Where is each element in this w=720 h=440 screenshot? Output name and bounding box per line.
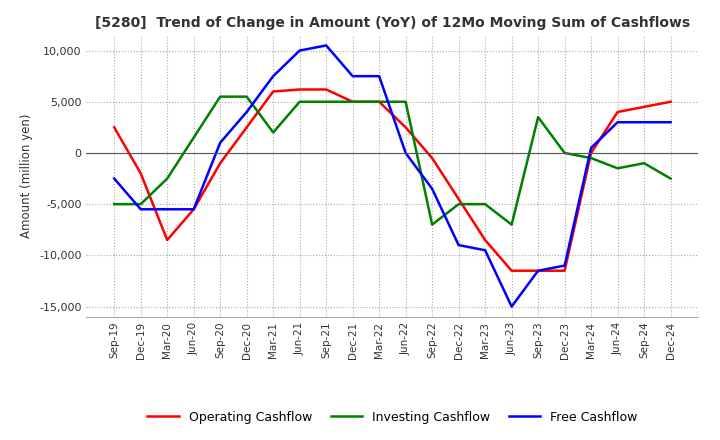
Operating Cashflow: [508, 268, 516, 273]
Investing Cashflow: [401, 99, 410, 104]
Operating Cashflow: [243, 125, 251, 130]
Free Cashflow: [481, 248, 490, 253]
Free Cashflow: [534, 268, 542, 273]
Investing Cashflow: [428, 222, 436, 227]
Investing Cashflow: [666, 176, 675, 181]
Operating Cashflow: [613, 110, 622, 115]
Free Cashflow: [163, 207, 171, 212]
Investing Cashflow: [640, 161, 649, 166]
Operating Cashflow: [216, 161, 225, 166]
Free Cashflow: [110, 176, 119, 181]
Free Cashflow: [401, 150, 410, 156]
Free Cashflow: [136, 207, 145, 212]
Operating Cashflow: [481, 237, 490, 242]
Investing Cashflow: [375, 99, 384, 104]
Free Cashflow: [189, 207, 198, 212]
Investing Cashflow: [189, 135, 198, 140]
Free Cashflow: [295, 48, 304, 53]
Free Cashflow: [269, 73, 277, 79]
Line: Operating Cashflow: Operating Cashflow: [114, 89, 670, 271]
Legend: Operating Cashflow, Investing Cashflow, Free Cashflow: Operating Cashflow, Investing Cashflow, …: [143, 406, 642, 429]
Operating Cashflow: [295, 87, 304, 92]
Free Cashflow: [428, 186, 436, 191]
Operating Cashflow: [375, 99, 384, 104]
Operating Cashflow: [401, 125, 410, 130]
Y-axis label: Amount (million yen): Amount (million yen): [20, 114, 34, 238]
Investing Cashflow: [481, 202, 490, 207]
Investing Cashflow: [560, 150, 569, 156]
Investing Cashflow: [110, 202, 119, 207]
Investing Cashflow: [454, 202, 463, 207]
Operating Cashflow: [322, 87, 330, 92]
Operating Cashflow: [534, 268, 542, 273]
Operating Cashflow: [428, 155, 436, 161]
Free Cashflow: [348, 73, 357, 79]
Operating Cashflow: [666, 99, 675, 104]
Free Cashflow: [666, 120, 675, 125]
Operating Cashflow: [587, 150, 595, 156]
Free Cashflow: [454, 242, 463, 248]
Free Cashflow: [508, 304, 516, 309]
Investing Cashflow: [508, 222, 516, 227]
Investing Cashflow: [534, 114, 542, 120]
Free Cashflow: [216, 140, 225, 145]
Operating Cashflow: [560, 268, 569, 273]
Operating Cashflow: [269, 89, 277, 94]
Investing Cashflow: [136, 202, 145, 207]
Operating Cashflow: [189, 207, 198, 212]
Free Cashflow: [640, 120, 649, 125]
Operating Cashflow: [163, 237, 171, 242]
Line: Investing Cashflow: Investing Cashflow: [114, 97, 670, 225]
Operating Cashflow: [348, 99, 357, 104]
Investing Cashflow: [587, 155, 595, 161]
Operating Cashflow: [454, 196, 463, 202]
Investing Cashflow: [613, 166, 622, 171]
Investing Cashflow: [163, 176, 171, 181]
Investing Cashflow: [216, 94, 225, 99]
Free Cashflow: [375, 73, 384, 79]
Free Cashflow: [613, 120, 622, 125]
Title: [5280]  Trend of Change in Amount (YoY) of 12Mo Moving Sum of Cashflows: [5280] Trend of Change in Amount (YoY) o…: [95, 16, 690, 30]
Line: Free Cashflow: Free Cashflow: [114, 45, 670, 307]
Free Cashflow: [322, 43, 330, 48]
Investing Cashflow: [322, 99, 330, 104]
Investing Cashflow: [295, 99, 304, 104]
Operating Cashflow: [110, 125, 119, 130]
Investing Cashflow: [348, 99, 357, 104]
Investing Cashflow: [243, 94, 251, 99]
Free Cashflow: [587, 145, 595, 150]
Operating Cashflow: [136, 171, 145, 176]
Investing Cashflow: [269, 130, 277, 135]
Operating Cashflow: [640, 104, 649, 110]
Free Cashflow: [560, 263, 569, 268]
Free Cashflow: [243, 110, 251, 115]
